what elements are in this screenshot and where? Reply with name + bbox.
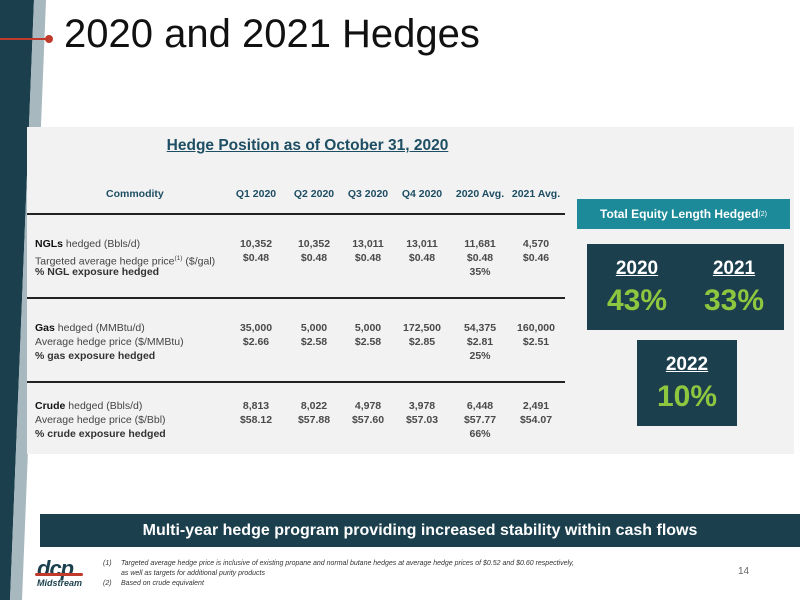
table-cell: 11,681	[464, 238, 496, 250]
footnote-2: (2) Based on crude equivalent	[103, 580, 204, 587]
crude-exposure-label: % crude exposure hedged	[35, 428, 166, 440]
table-cell: 10,352	[297, 238, 331, 250]
table-cell: 8,813	[242, 400, 270, 412]
title-accent-dot	[45, 35, 53, 43]
table-cell: $2.58	[354, 336, 382, 348]
header-q3-2020: Q3 2020	[347, 188, 389, 200]
table-cell: 160,000	[517, 322, 555, 334]
table-cell: $2.58	[300, 336, 328, 348]
ngl-price-label: Targeted average hedge price(1) ($/gal)	[35, 255, 216, 268]
header-q1-2020: Q1 2020	[235, 188, 277, 200]
equity-year: 2021	[712, 258, 756, 279]
table-cell: 13,011	[352, 238, 384, 250]
table-cell: $57.03	[405, 414, 439, 426]
table-cell: $0.48	[408, 252, 436, 264]
table-cell: 35,000	[239, 322, 273, 334]
table-cell: $0.46	[522, 252, 550, 264]
page-number: 14	[738, 566, 750, 577]
table-cell: $57.60	[351, 414, 385, 426]
table-cell: 5,000	[300, 322, 328, 334]
table-cell: 6,448	[466, 400, 494, 412]
table-cell: 54,375	[463, 322, 497, 334]
table-rule	[27, 297, 565, 299]
equity-year: 2020	[615, 258, 659, 279]
footnote-1-continued: as well as targets for additional purity…	[121, 570, 265, 577]
table-cell: 8,022	[300, 400, 328, 412]
footnote-1: (1) Targeted average hedge price is inclu…	[103, 560, 574, 567]
table-cell: 5,000	[354, 322, 382, 334]
table-cell: $2.51	[522, 336, 550, 348]
table-cell: 172,500	[403, 322, 441, 334]
table-cell: 25%	[469, 350, 491, 362]
table-cell: $57.77	[463, 414, 497, 426]
table-cell: 4,570	[522, 238, 550, 250]
ngl-hedged-label: NGLs hedged (Bbls/d)	[35, 238, 141, 250]
header-2021-avg: 2021 Avg.	[511, 188, 561, 200]
table-cell: $2.85	[408, 336, 436, 348]
table-cell: $54.07	[519, 414, 553, 426]
equity-year: 2022	[665, 354, 709, 375]
crude-price-label: Average hedge price ($/Bbl)	[35, 414, 166, 426]
table-cell: 3,978	[408, 400, 436, 412]
table-cell: $57.88	[297, 414, 331, 426]
dcp-midstream-logo: dcp Midstream	[35, 556, 83, 588]
table-rule	[27, 381, 565, 383]
table-cell: $0.48	[300, 252, 328, 264]
table-cell: 10,352	[239, 238, 273, 250]
table-cell: $2.81	[466, 336, 494, 348]
hedge-position-heading: Hedge Position as of October 31, 2020	[166, 137, 449, 154]
header-2020-avg: 2020 Avg.	[455, 188, 505, 200]
equity-percent: 33%	[703, 284, 765, 317]
table-cell: 35%	[469, 266, 491, 278]
table-cell: $0.48	[466, 252, 494, 264]
crude-hedged-label: Crude hedged (Bbls/d)	[35, 400, 143, 412]
table-cell: $58.12	[239, 414, 273, 426]
ngl-exposure-label: % NGL exposure hedged	[35, 266, 160, 278]
summary-banner: Multi-year hedge program providing incre…	[40, 514, 800, 547]
gas-exposure-label: % gas exposure hedged	[35, 350, 156, 362]
table-cell: $0.48	[242, 252, 270, 264]
equity-box-2021: 2021 33%	[684, 244, 784, 330]
table-cell: 66%	[469, 428, 491, 440]
header-commodity: Commodity	[106, 188, 164, 200]
table-cell: $2.66	[242, 336, 270, 348]
title-accent-line	[0, 38, 48, 40]
table-rule	[27, 213, 565, 215]
header-q2-2020: Q2 2020	[293, 188, 335, 200]
equity-box-2022: 2022 10%	[637, 340, 737, 426]
equity-percent: 10%	[656, 380, 718, 413]
table-cell: 4,978	[354, 400, 382, 412]
equity-box-2020: 2020 43%	[587, 244, 687, 330]
table-cell: 2,491	[522, 400, 550, 412]
gas-price-label: Average hedge price ($/MMBtu)	[35, 336, 184, 348]
table-cell: 13,011	[406, 238, 438, 250]
total-equity-length-hedged-label: Total Equity Length Hedged (2)	[577, 199, 790, 229]
page-title: 2020 and 2021 Hedges	[64, 12, 480, 56]
table-cell: $0.48	[354, 252, 382, 264]
header-q4-2020: Q4 2020	[401, 188, 443, 200]
equity-percent: 43%	[606, 284, 668, 317]
gas-hedged-label: Gas hedged (MMBtu/d)	[35, 322, 145, 334]
